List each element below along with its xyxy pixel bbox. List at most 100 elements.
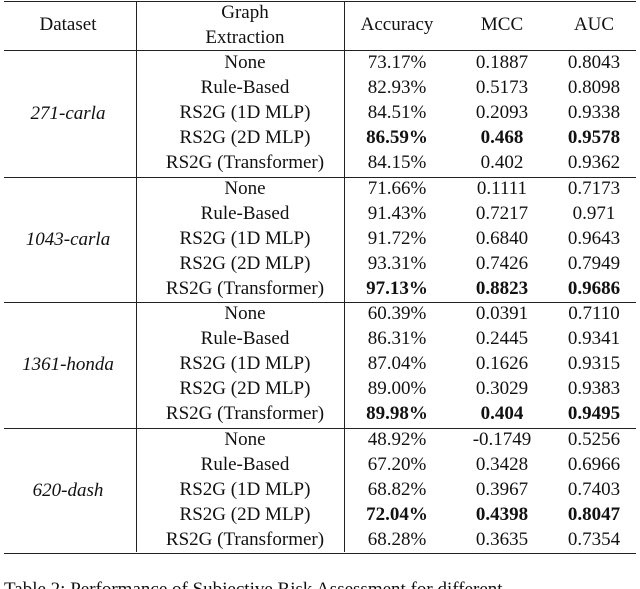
metric-value: 0.8043 <box>567 52 621 73</box>
metric-value: 0.5256 <box>567 428 621 450</box>
metric-value: 0.2445 <box>475 328 529 350</box>
method-label: RS2G (1D MLP) <box>179 227 311 249</box>
metric-value: 0.9315 <box>567 353 621 375</box>
method-label: None <box>224 428 266 450</box>
metric-value: 0.7110 <box>568 303 620 324</box>
metric-value: 86.59% <box>366 127 428 149</box>
metric-value: 0.5173 <box>475 77 529 99</box>
method-label: RS2G (2D MLP) <box>179 127 311 149</box>
method-label: RS2G (1D MLP) <box>179 478 311 500</box>
method-label: Rule-Based <box>200 77 290 99</box>
column-header: MCC <box>480 14 524 35</box>
metric-value: 0.404 <box>480 403 524 425</box>
group-rule <box>4 428 636 429</box>
dataset-label: 620-dash <box>32 479 104 501</box>
metric-value: 0.0391 <box>475 303 529 324</box>
method-label: None <box>224 303 266 324</box>
metric-value: 0.8098 <box>567 77 621 99</box>
metric-value: 86.31% <box>367 328 427 350</box>
method-label: RS2G (1D MLP) <box>179 102 311 124</box>
column-rule <box>344 1 345 552</box>
dataset-label: 1361-honda <box>22 354 114 376</box>
metric-value: 0.1887 <box>475 52 529 73</box>
metric-value: 97.13% <box>366 277 428 299</box>
metric-value: 0.9643 <box>567 227 621 249</box>
metric-value: 0.6840 <box>475 227 529 249</box>
metric-value: 73.17% <box>367 52 427 73</box>
metric-value: 0.3029 <box>475 378 529 400</box>
method-label: RS2G (2D MLP) <box>179 503 311 525</box>
metric-value: 91.43% <box>367 202 427 224</box>
caption-clip: Table 2: Performance of Subjective Risk … <box>4 577 636 589</box>
metric-value: 84.15% <box>367 152 427 174</box>
metric-value: 0.7426 <box>475 252 529 274</box>
method-label: RS2G (1D MLP) <box>179 353 311 375</box>
metric-value: 0.971 <box>572 202 616 224</box>
metric-value: 71.66% <box>367 177 427 199</box>
metric-value: 87.04% <box>367 353 427 375</box>
metric-value: 89.98% <box>366 403 428 425</box>
method-label: RS2G (2D MLP) <box>179 252 311 274</box>
header-rule <box>4 50 636 51</box>
metric-value: 82.93% <box>367 77 427 99</box>
metric-value: 0.1111 <box>476 177 528 199</box>
column-header: Accuracy <box>360 14 434 35</box>
method-label: Rule-Based <box>200 202 290 224</box>
metric-value: 0.1626 <box>475 353 529 375</box>
metric-value: 0.9495 <box>567 403 621 425</box>
metric-value: 93.31% <box>367 252 427 274</box>
method-label: Rule-Based <box>200 453 290 475</box>
metric-value: 0.8823 <box>475 277 529 299</box>
metric-value: 68.82% <box>367 478 427 500</box>
group-rule <box>4 553 636 554</box>
metric-value: 67.20% <box>367 453 427 475</box>
column-header: Dataset <box>39 14 97 35</box>
metric-value: 0.6966 <box>567 453 621 475</box>
metric-value: 0.402 <box>480 152 524 174</box>
metric-value: 0.8047 <box>567 503 621 525</box>
metric-value: 0.7354 <box>567 528 621 550</box>
metric-value: 0.3428 <box>475 453 529 475</box>
metric-value: 84.51% <box>367 102 427 124</box>
method-label: RS2G (2D MLP) <box>179 378 311 400</box>
method-label: None <box>224 52 266 73</box>
metric-value: 91.72% <box>367 227 427 249</box>
metric-value: 0.468 <box>480 127 524 149</box>
method-label: RS2G (Transformer) <box>165 528 325 550</box>
metric-value: 0.7217 <box>475 202 529 224</box>
method-label: RS2G (Transformer) <box>165 403 325 425</box>
method-label: None <box>224 177 266 199</box>
metric-value: 0.9341 <box>567 328 621 350</box>
metric-value: 0.3635 <box>475 528 529 550</box>
method-label: RS2G (Transformer) <box>165 277 325 299</box>
dataset-label: 271-carla <box>30 103 106 125</box>
metric-value: 0.9578 <box>567 127 621 149</box>
table-rule <box>4 1 636 2</box>
method-label: Rule-Based <box>200 328 290 350</box>
metric-value: -0.1749 <box>472 428 532 450</box>
metric-value: 0.9338 <box>567 102 621 124</box>
column-header: Graph Extraction <box>205 2 285 48</box>
caption: Table 2: Performance of Subjective Risk … <box>4 577 636 589</box>
metric-value: 0.7173 <box>567 177 621 199</box>
dataset-label: 1043-carla <box>25 228 111 250</box>
metric-value: 0.2093 <box>475 102 529 124</box>
metric-value: 60.39% <box>367 303 427 324</box>
metric-value: 48.92% <box>367 428 427 450</box>
metric-value: 89.00% <box>367 378 427 400</box>
metric-value: 0.7949 <box>567 252 621 274</box>
metric-value: 0.9686 <box>567 277 621 299</box>
group-rule <box>4 302 636 303</box>
column-rule <box>136 1 137 552</box>
metric-value: 0.4398 <box>475 503 529 525</box>
method-label: RS2G (Transformer) <box>165 152 325 174</box>
metric-value: 72.04% <box>366 503 428 525</box>
metric-value: 0.7403 <box>567 478 621 500</box>
column-header: AUC <box>573 14 615 35</box>
metric-value: 68.28% <box>367 528 427 550</box>
metric-value: 0.9362 <box>567 152 621 174</box>
group-rule <box>4 177 636 178</box>
metric-value: 0.9383 <box>567 378 621 400</box>
metric-value: 0.3967 <box>475 478 529 500</box>
